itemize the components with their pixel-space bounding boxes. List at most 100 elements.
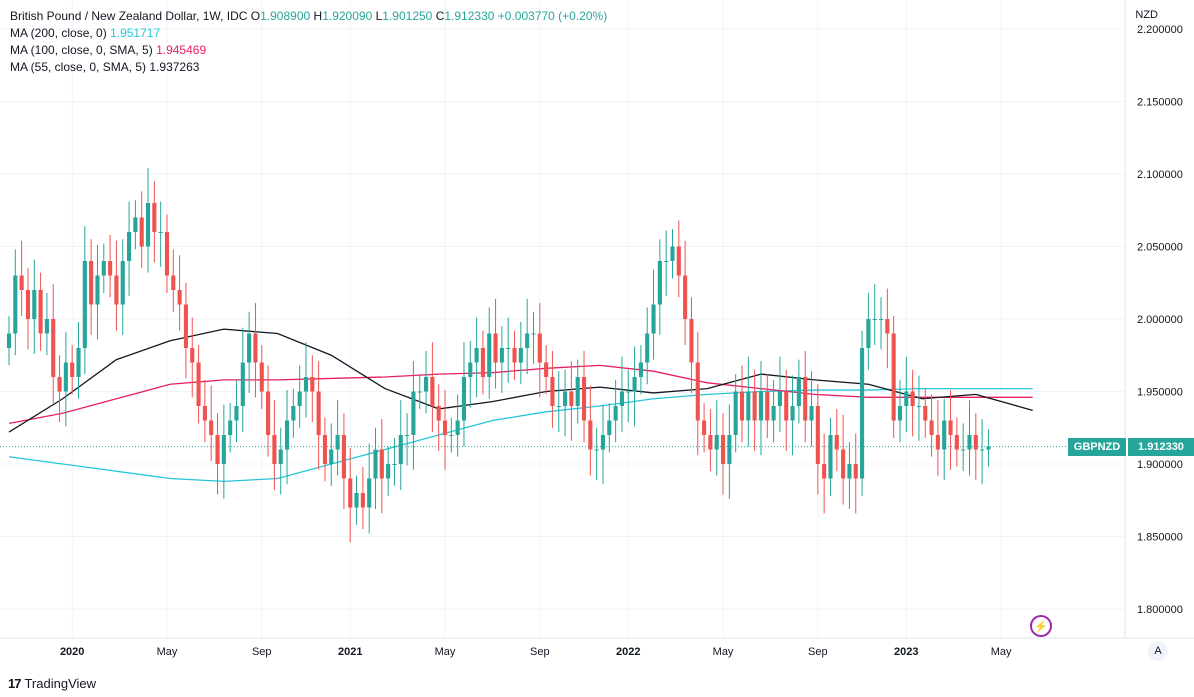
- candle-body: [916, 406, 921, 407]
- chart-legend: British Pound / New Zealand Dollar, 1W, …: [10, 8, 607, 76]
- candle-body: [613, 406, 618, 421]
- candle-body: [171, 275, 176, 290]
- candle-body: [878, 319, 884, 320]
- candle-body: [32, 290, 37, 319]
- candle-body: [424, 377, 429, 392]
- candle-body: [841, 449, 846, 479]
- last-price-symbol-tag: GBPNZD: [1068, 438, 1126, 456]
- lightning-icon[interactable]: ⚡: [1030, 615, 1052, 637]
- candle-body: [512, 348, 517, 363]
- ma55-value: 1.937263: [149, 60, 200, 74]
- candle-body: [720, 435, 726, 464]
- candle-body: [556, 406, 561, 407]
- candle-body: [828, 435, 833, 479]
- candle-body: [101, 261, 106, 276]
- candle-body: [645, 333, 650, 363]
- time-tick-label: Sep: [808, 646, 828, 658]
- candle-body: [95, 275, 100, 305]
- candle-body: [885, 319, 890, 334]
- candle-body: [278, 449, 283, 464]
- candle-body: [796, 377, 801, 406]
- candle-body: [619, 391, 624, 406]
- ma200-label: MA (200, close, 0): [10, 26, 107, 40]
- candle-body: [771, 406, 776, 421]
- price-axis[interactable]: 2.200000 2.150000 2.100000 2.050000 2.000000…: [1137, 24, 1183, 616]
- candle-body: [291, 406, 296, 421]
- price-tick-label: 2.100000: [1137, 169, 1183, 181]
- candle-body: [247, 333, 252, 363]
- candle-body: [76, 348, 81, 377]
- close-value: 1.912330: [444, 9, 495, 23]
- candle-body: [335, 435, 340, 450]
- candle-body: [436, 406, 441, 421]
- candle-body: [430, 377, 435, 406]
- price-tick-label: 2.050000: [1137, 242, 1183, 254]
- candle-body: [316, 391, 321, 435]
- price-tick-label: 1.900000: [1137, 459, 1183, 471]
- candle-body: [487, 333, 492, 377]
- candle-body: [600, 435, 606, 450]
- candle-body: [398, 435, 403, 464]
- candle-body: [259, 362, 264, 392]
- candle-body: [82, 261, 87, 348]
- candle-body: [13, 275, 18, 334]
- candle-body: [202, 406, 207, 421]
- candle-body: [493, 333, 498, 363]
- candle-body: [506, 348, 511, 349]
- candle-body: [935, 435, 940, 450]
- tradingview-name: TradingView: [24, 676, 97, 691]
- candle-body: [133, 217, 138, 232]
- candle-body: [594, 449, 599, 451]
- candle-body: [607, 420, 612, 435]
- ma100-line: [8, 364, 1033, 425]
- high-value: 1.920090: [322, 9, 373, 23]
- candle-body: [689, 319, 694, 363]
- candle-body: [19, 275, 24, 290]
- candle-body: [284, 420, 290, 450]
- candle-body: [303, 377, 309, 392]
- time-tick-label: May: [991, 646, 1012, 658]
- ma200-legend-row[interactable]: MA (200, close, 0) 1.951717: [10, 25, 607, 42]
- candle-body: [57, 377, 62, 392]
- ma200-value: 1.951717: [110, 26, 161, 40]
- candle-body: [708, 435, 713, 450]
- candle-body: [480, 348, 485, 377]
- ma100-legend-row[interactable]: MA (100, close, 0, SMA, 5) 1.945469: [10, 42, 607, 59]
- candle-body: [272, 435, 277, 464]
- ma55-legend-row[interactable]: MA (55, close, 0, SMA, 5) 1.937263: [10, 59, 607, 76]
- time-tick-label: May: [435, 646, 456, 658]
- candle-body: [234, 406, 239, 421]
- candle-body: [550, 377, 555, 406]
- candle-body: [108, 261, 113, 276]
- candle-body: [329, 449, 334, 464]
- candle-body: [127, 232, 132, 261]
- time-tick-label: 2020: [60, 646, 84, 658]
- candle-body: [961, 449, 966, 451]
- candle-body: [461, 377, 467, 421]
- time-tick-label: 2021: [338, 646, 362, 658]
- candle-body: [70, 362, 75, 377]
- open-value: 1.908900: [260, 9, 311, 23]
- open-label: O: [250, 9, 261, 23]
- candle-body: [139, 217, 144, 247]
- time-tick-label: Sep: [252, 646, 272, 658]
- candle-body: [63, 362, 68, 392]
- candle-body: [569, 391, 574, 406]
- candle-body: [114, 275, 119, 305]
- time-tick-label: Sep: [530, 646, 550, 658]
- candle-body: [860, 348, 865, 479]
- symbol-title[interactable]: British Pound / New Zealand Dollar, 1W, …: [10, 9, 248, 23]
- tradingview-brand[interactable]: 17 TradingView: [8, 676, 96, 691]
- time-axis[interactable]: 2020 May Sep 2021 May Sep 2022 May Sep 2023 May: [60, 646, 1012, 658]
- candle-body: [417, 391, 422, 393]
- candle-body: [183, 304, 188, 348]
- candle-body: [44, 319, 49, 334]
- candle-body: [518, 348, 523, 363]
- candle-body: [266, 391, 271, 435]
- time-tick-label: 2022: [616, 646, 640, 658]
- high-label: H: [313, 9, 323, 23]
- candle-body: [929, 420, 934, 435]
- auto-scale-button[interactable]: A: [1148, 641, 1168, 661]
- candle-body: [866, 319, 871, 348]
